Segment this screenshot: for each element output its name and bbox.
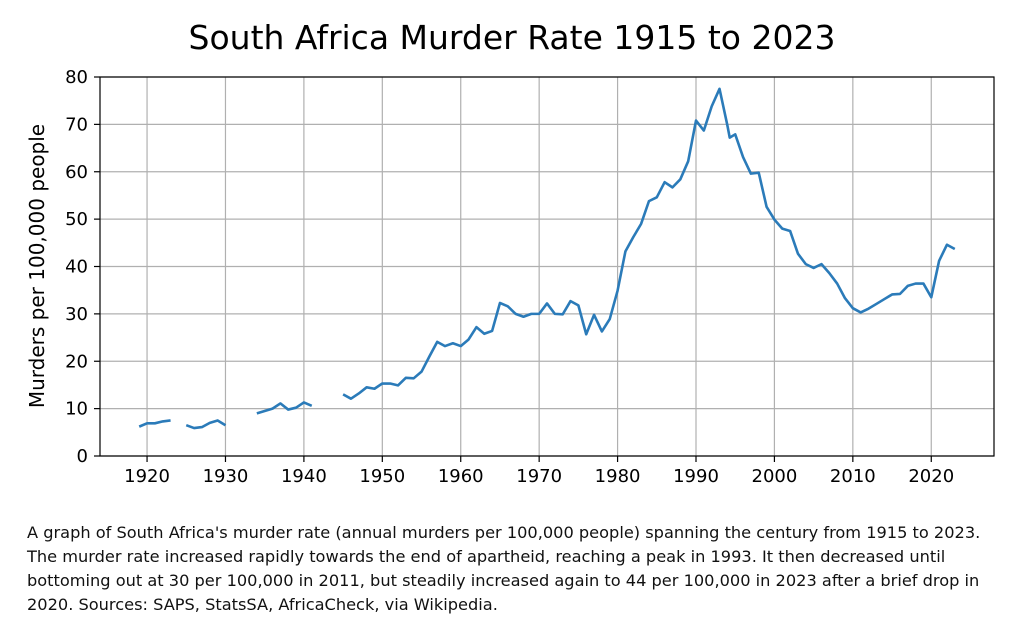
data-series [138, 87, 956, 430]
y-tick-label: 20 [65, 351, 88, 372]
x-tick-label: 1930 [203, 466, 249, 487]
x-tick-label: 1990 [673, 466, 719, 487]
series-line-segment [185, 419, 227, 430]
y-tick-label: 0 [77, 446, 88, 467]
x-tick-label: 1960 [438, 466, 484, 487]
x-tick-label: 1920 [124, 466, 170, 487]
grid [100, 76, 994, 457]
x-tick-label: 2000 [752, 466, 798, 487]
x-tick-label: 1970 [516, 466, 562, 487]
x-tick-label: 1980 [595, 466, 641, 487]
murder-rate-chart: 1920 1930 1940 1950 1960 1970 1980 1990 2000 2010… [25, 67, 995, 487]
y-tick-label: 50 [65, 209, 88, 230]
x-tick-label: 2010 [830, 466, 876, 487]
y-tick-label: 10 [65, 399, 88, 420]
axis-ticks: 1920 1930 1940 1950 1960 1970 1980 1990 2000 2010… [65, 67, 954, 487]
y-axis-label: Murders per 100,000 people [25, 124, 49, 408]
y-tick-label: 60 [65, 162, 88, 183]
chart-caption: A graph of South Africa's murder rate (a… [27, 523, 981, 614]
x-tick-label: 2020 [908, 466, 954, 487]
y-tick-label: 70 [65, 114, 88, 135]
x-tick-label: 1940 [281, 466, 327, 487]
y-tick-label: 40 [65, 257, 88, 278]
series-line-segment [138, 419, 171, 428]
series-line-segment [342, 87, 956, 400]
y-tick-label: 80 [65, 67, 88, 88]
x-tick-label: 1950 [359, 466, 405, 487]
y-tick-label: 30 [65, 304, 88, 325]
series-line-segment [256, 401, 313, 415]
chart-title: South Africa Murder Rate 1915 to 2023 [188, 18, 836, 57]
